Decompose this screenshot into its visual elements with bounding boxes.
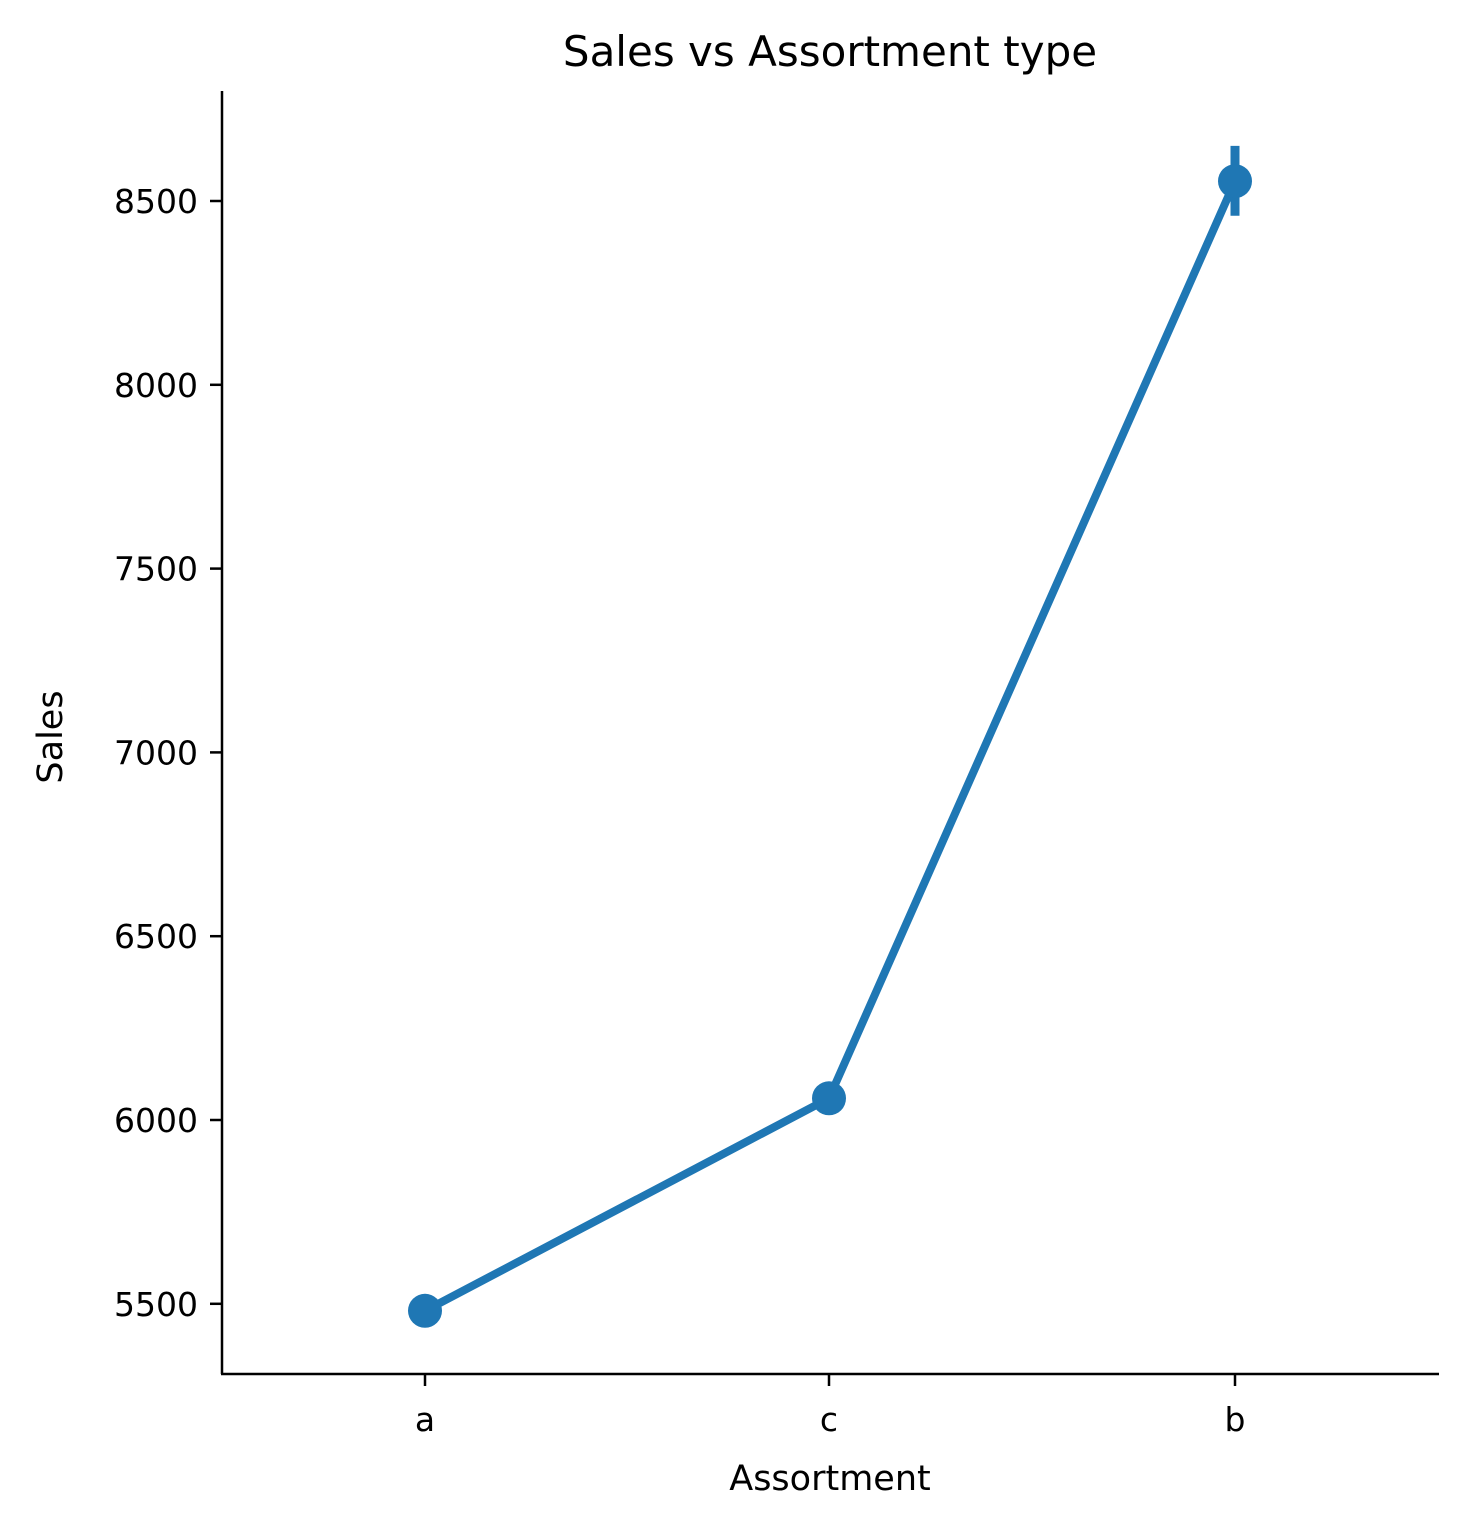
x-axis-label: Assortment xyxy=(729,1459,930,1499)
y-tick-label-6000: 6000 xyxy=(114,1101,198,1140)
data-point-b xyxy=(1218,164,1252,199)
y-ticks: 5500 6000 6500 7000 7500 8000 8500 xyxy=(114,182,222,1324)
chart-title: Sales vs Assortment type xyxy=(563,27,1097,76)
series-layer xyxy=(408,145,1252,1328)
y-tick-label-7500: 7500 xyxy=(114,550,198,589)
y-tick-label-6500: 6500 xyxy=(114,917,198,956)
x-tick-label-a: a xyxy=(415,1400,435,1439)
y-tick-label-8500: 8500 xyxy=(114,182,198,221)
y-tick-label-7000: 7000 xyxy=(114,733,198,772)
data-point-a xyxy=(408,1293,442,1328)
y-tick-label-8000: 8000 xyxy=(114,366,198,405)
y-axis-label: Sales xyxy=(31,690,71,783)
data-point-c xyxy=(812,1081,846,1116)
x-tick-label-b: b xyxy=(1225,1400,1246,1439)
x-tick-label-c: c xyxy=(820,1400,838,1439)
y-tick-label-5500: 5500 xyxy=(114,1285,198,1324)
plot-area: 5500 6000 6500 7000 7500 8000 8500 a c b xyxy=(114,91,1439,1439)
series-line xyxy=(421,177,1239,1315)
